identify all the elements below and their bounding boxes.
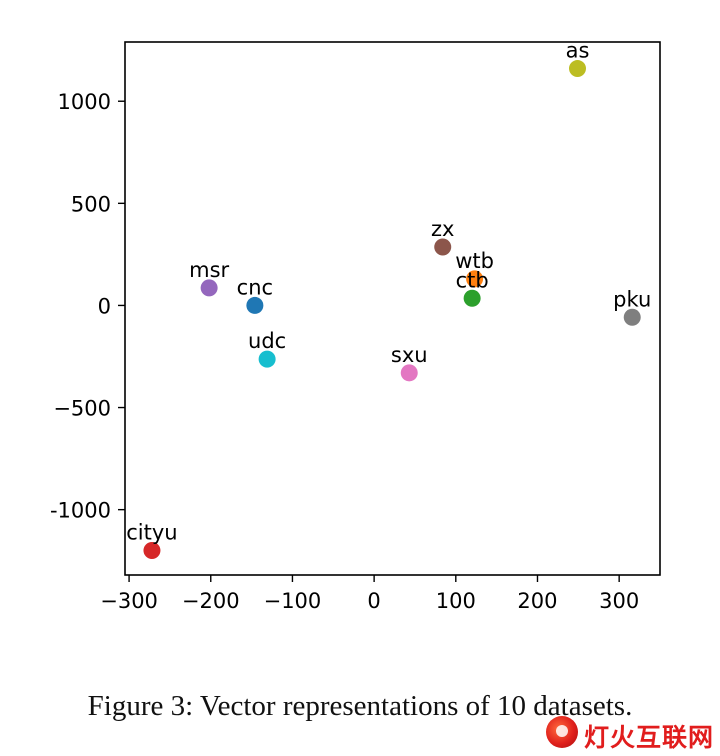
point-label-cnc: cnc — [237, 275, 273, 299]
points-layer — [143, 60, 641, 559]
y-tick-label: −500 — [53, 397, 111, 421]
scatter-chart: −300 −200 −100 0 100 200 300 -1000 −500 0 500 1000… — [50, 39, 661, 613]
plot-frame — [124, 41, 661, 576]
point-label-ctb: ctb — [456, 268, 489, 292]
x-tick-label: 200 — [517, 589, 557, 613]
point-label-udc: udc — [248, 329, 286, 353]
scatter-point-ctb — [463, 289, 481, 307]
scatter-point-as — [569, 60, 587, 78]
scatter-point-sxu — [400, 364, 418, 382]
scatter-point-udc — [258, 350, 276, 368]
x-axis: −300 −200 −100 0 100 200 300 — [100, 575, 639, 613]
point-label-as: as — [566, 39, 590, 63]
y-tick-label: -1000 — [50, 499, 111, 523]
y-tick-label: 1000 — [58, 90, 111, 114]
y-tick-label: 500 — [71, 192, 111, 216]
x-tick-label: 300 — [599, 589, 639, 613]
y-axis: -1000 −500 0 500 1000 — [50, 90, 125, 523]
watermark-text: 灯火互联网 — [584, 723, 715, 752]
scatter-point-cnc — [246, 296, 264, 314]
point-label-sxu: sxu — [391, 343, 428, 367]
point-label-zx: zx — [431, 217, 454, 241]
watermark: 灯火互联网 — [546, 714, 716, 752]
scatter-point-zx — [434, 238, 452, 256]
x-tick-label: −200 — [182, 589, 240, 613]
scatter-point-pku — [623, 308, 641, 326]
x-tick-label: −300 — [100, 589, 158, 613]
point-label-cityu: cityu — [126, 520, 177, 544]
scatter-point-msr — [200, 279, 218, 297]
x-tick-label: −100 — [264, 589, 322, 613]
scatter-point-wtb — [466, 270, 484, 288]
y-tick-label: 0 — [98, 294, 111, 318]
watermark-logo-icon — [546, 716, 578, 748]
point-label-msr: msr — [189, 258, 229, 282]
point-label-wtb: wtb — [455, 249, 494, 273]
x-tick-label: 0 — [367, 589, 380, 613]
figure-caption: Figure 3: Vector representations of 10 d… — [87, 690, 633, 722]
x-tick-label: 100 — [436, 589, 476, 613]
point-label-pku: pku — [613, 287, 651, 311]
scatter-point-cityu — [143, 541, 161, 559]
